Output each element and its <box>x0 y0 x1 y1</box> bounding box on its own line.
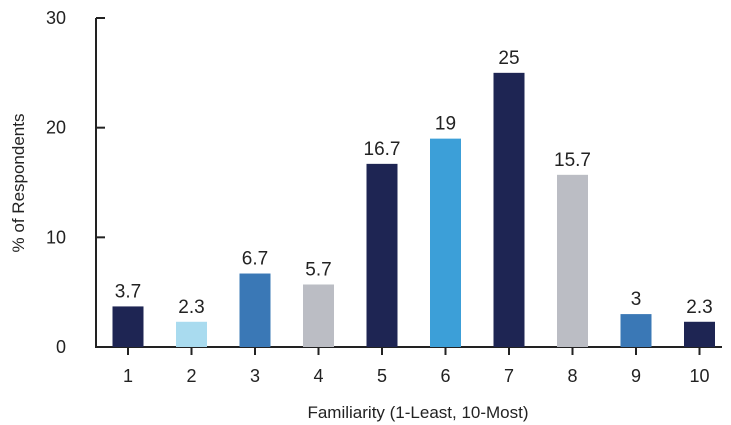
y-axis: 0 10 20 30 <box>46 8 105 357</box>
y-tick-label: 30 <box>46 8 66 28</box>
bar <box>493 72 525 347</box>
data-labels: 3.7 2.3 6.7 5.7 16.7 19 25 15.7 3 2.3 <box>115 48 713 318</box>
x-tick-label: 3 <box>250 366 260 386</box>
data-label: 19 <box>435 114 456 135</box>
x-tick-label: 7 <box>504 366 514 386</box>
x-tick-label: 1 <box>123 366 133 386</box>
y-axis-title: % of Respondents <box>9 114 28 253</box>
bar <box>303 284 334 347</box>
bar <box>176 321 207 347</box>
bar <box>366 163 398 347</box>
data-label: 15.7 <box>554 150 591 171</box>
x-tick-label: 2 <box>186 366 196 386</box>
x-tick-label: 9 <box>631 366 641 386</box>
x-tick-label: 8 <box>567 366 577 386</box>
x-tick-label: 5 <box>377 366 387 386</box>
y-tick-label: 0 <box>56 337 66 357</box>
data-label: 3 <box>631 289 642 310</box>
data-label: 6.7 <box>242 249 268 270</box>
x-tick-label: 4 <box>313 366 323 386</box>
data-label: 2.3 <box>178 297 204 318</box>
x-axis-title: Familiarity (1-Least, 10-Most) <box>307 403 528 422</box>
bar <box>112 306 144 347</box>
data-label: 16.7 <box>364 139 401 160</box>
bar <box>620 314 652 347</box>
data-label: 5.7 <box>305 259 331 280</box>
bar <box>684 321 715 347</box>
bar <box>557 174 588 347</box>
bar <box>239 273 271 347</box>
data-label: 3.7 <box>115 281 141 302</box>
data-label: 2.3 <box>686 297 712 318</box>
bars <box>112 72 715 347</box>
x-tick-label: 10 <box>689 366 709 386</box>
data-label: 25 <box>498 48 519 69</box>
y-tick-label: 20 <box>46 118 66 138</box>
y-tick-label: 10 <box>46 227 66 247</box>
x-axis: 1 2 3 4 5 6 7 8 9 10 <box>96 346 722 386</box>
bar <box>430 138 461 347</box>
x-tick-label: 6 <box>440 366 450 386</box>
